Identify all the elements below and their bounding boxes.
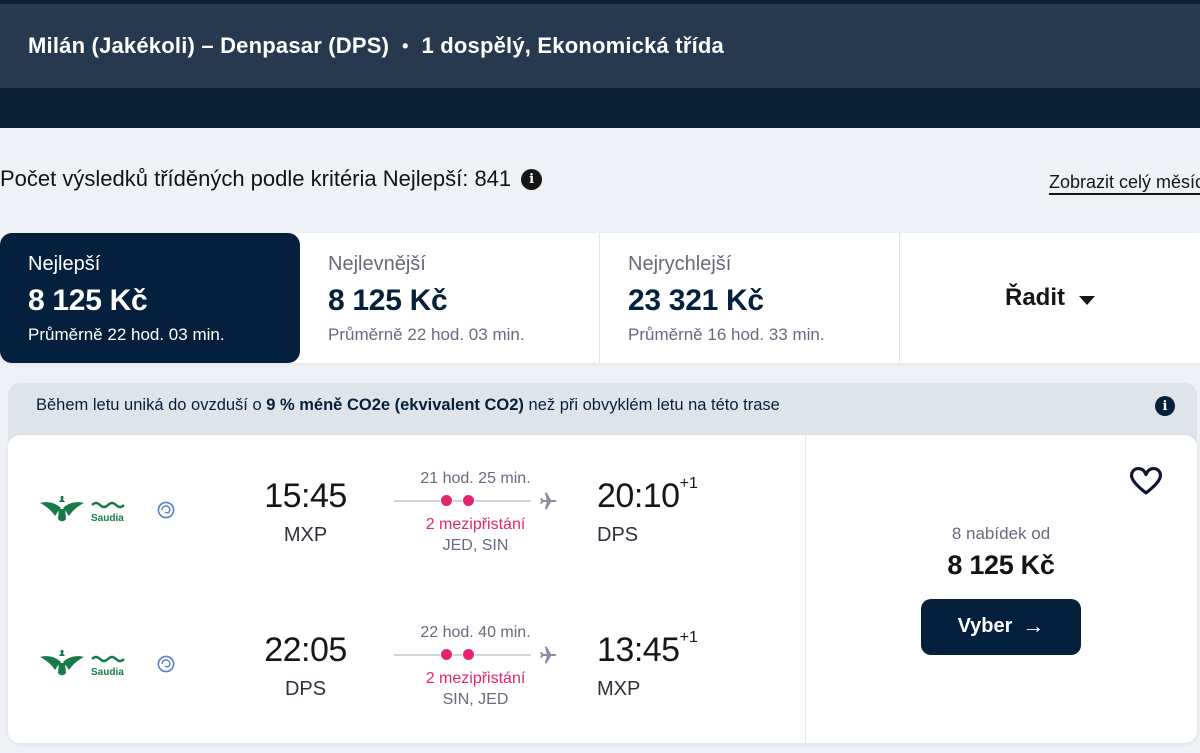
results-count: Počet výsledků tříděných podle kritéria … bbox=[0, 166, 543, 192]
arrow-right-icon: → bbox=[1022, 612, 1045, 638]
tab-label: Nejlevnější bbox=[328, 253, 426, 275]
eco-banner-text: Během letu uniká do ovzduší o 9 % méně C… bbox=[36, 396, 780, 414]
stop-dot bbox=[462, 649, 474, 660]
tab-label: Nejlepší bbox=[28, 253, 101, 275]
line-segment bbox=[452, 499, 462, 502]
select-button[interactable]: Vyber → bbox=[921, 598, 1081, 655]
tab-best[interactable]: Nejlepší 8 125 Kč Průměrně 22 hod. 03 mi… bbox=[0, 233, 300, 363]
tab-label: Nejrychlejší bbox=[628, 253, 732, 275]
departure-airport: DPS bbox=[284, 678, 327, 700]
offers-count-text: 8 nabídek od bbox=[951, 523, 1051, 543]
arrival-time: 20:10+1 bbox=[597, 475, 698, 515]
stop-airports: SIN, JED bbox=[442, 690, 509, 708]
line-segment bbox=[393, 499, 440, 502]
tab-price: 8 125 Kč bbox=[28, 283, 148, 317]
stop-dot bbox=[440, 495, 452, 506]
sort-tabbar: Nejlepší 8 125 Kč Průměrně 22 hod. 03 mi… bbox=[0, 233, 1200, 363]
leg-duration: 21 hod. 25 min. bbox=[420, 469, 531, 487]
info-icon[interactable]: i bbox=[1155, 396, 1175, 416]
stop-dot bbox=[440, 649, 452, 660]
route-block: 21 hod. 25 min. 2 mezipřistání bbox=[368, 470, 583, 555]
results-count-text: Počet výsledků tříděných podle kritéria … bbox=[0, 166, 512, 191]
departure-block: 22:05 DPS bbox=[243, 631, 368, 701]
plane-icon bbox=[538, 491, 558, 511]
day-offset: +1 bbox=[679, 475, 698, 492]
departure-block: 15:45 MXP bbox=[243, 477, 368, 547]
arrival-airport: DPS bbox=[597, 524, 639, 546]
departure-time: 22:05 bbox=[264, 631, 347, 669]
offer-price: 8 125 Kč bbox=[947, 549, 1055, 580]
departure-airport: MXP bbox=[283, 524, 328, 546]
tab-fastest[interactable]: Nejrychlejší 23 321 Kč Průměrně 16 hod. … bbox=[600, 233, 900, 363]
svg-text:Saudia: Saudia bbox=[91, 667, 124, 678]
arrival-airport: MXP bbox=[597, 678, 641, 700]
leg-return: Saudia 22:05 DPS bbox=[8, 589, 805, 743]
partner-airline-logo bbox=[157, 655, 175, 678]
eco-emissions-banner: Během letu uniká do ovzduší o 9 % méně C… bbox=[8, 383, 1197, 441]
stops-count[interactable]: 2 mezipřistání bbox=[425, 515, 526, 533]
arrival-time: 13:45+1 bbox=[597, 629, 698, 669]
plane-icon bbox=[538, 645, 558, 665]
sort-dropdown[interactable]: Řadit bbox=[900, 233, 1200, 363]
line-segment bbox=[393, 653, 440, 656]
stops-count[interactable]: 2 mezipřistání bbox=[425, 669, 526, 687]
info-icon[interactable]: i bbox=[521, 168, 543, 190]
favorite-heart-icon[interactable] bbox=[1127, 461, 1165, 497]
search-summary-bar[interactable]: Milán (Jakékoli) – Denpasar (DPS) • 1 do… bbox=[0, 0, 1200, 88]
card-vertical-divider bbox=[805, 435, 806, 743]
bullet-separator: • bbox=[402, 35, 409, 56]
legs-container: Saudia 15:45 MXP bbox=[8, 435, 805, 743]
tab-price: 8 125 Kč bbox=[328, 283, 448, 317]
line-segment bbox=[452, 653, 462, 656]
route-line bbox=[393, 491, 558, 511]
line-segment bbox=[474, 653, 531, 656]
sort-label: Řadit bbox=[1005, 284, 1065, 311]
tab-average-duration: Průměrně 22 hod. 03 min. bbox=[28, 325, 225, 344]
airline-cell: Saudia bbox=[8, 495, 243, 529]
itinerary-card[interactable]: Saudia 15:45 MXP bbox=[8, 435, 1197, 743]
tab-price: 23 321 Kč bbox=[628, 283, 764, 317]
airline-cell: Saudia bbox=[8, 649, 243, 683]
travelers-summary: 1 dospělý, Ekonomická třída bbox=[421, 33, 724, 58]
partner-airline-logo bbox=[157, 501, 175, 524]
tab-cheapest[interactable]: Nejlevnější 8 125 Kč Průměrně 22 hod. 03… bbox=[300, 233, 600, 363]
results-bar: Počet výsledků tříděných podle kritéria … bbox=[0, 163, 1200, 203]
stop-airports: JED, SIN bbox=[442, 536, 509, 554]
chevron-down-icon bbox=[1079, 295, 1095, 305]
route-block: 22 hod. 40 min. 2 mezipřistání bbox=[368, 624, 583, 709]
tab-average-duration: Průměrně 22 hod. 03 min. bbox=[328, 325, 525, 344]
arrival-block: 20:10+1 DPS bbox=[583, 475, 763, 547]
show-whole-month-link[interactable]: Zobrazit celý měsíc bbox=[1048, 172, 1200, 192]
tab-average-duration: Průměrně 16 hod. 33 min. bbox=[628, 325, 825, 344]
line-segment bbox=[474, 499, 531, 502]
route-summary: Milán (Jakékoli) – Denpasar (DPS) bbox=[28, 33, 390, 58]
svg-text:Saudia: Saudia bbox=[91, 513, 124, 524]
saudia-airline-logo: Saudia bbox=[38, 649, 150, 683]
route-line bbox=[393, 645, 558, 665]
leg-duration: 22 hod. 40 min. bbox=[420, 623, 531, 641]
offer-panel: 8 nabídek od 8 125 Kč Vyber → bbox=[805, 435, 1197, 743]
departure-time: 15:45 bbox=[264, 477, 347, 515]
select-button-label: Vyber bbox=[957, 615, 1013, 637]
saudia-airline-logo: Saudia bbox=[38, 495, 150, 529]
day-offset: +1 bbox=[679, 629, 698, 646]
arrival-block: 13:45+1 MXP bbox=[583, 629, 763, 701]
leg-outbound: Saudia 15:45 MXP bbox=[8, 435, 805, 589]
stop-dot bbox=[462, 495, 474, 506]
secondary-header-bar bbox=[0, 88, 1200, 128]
